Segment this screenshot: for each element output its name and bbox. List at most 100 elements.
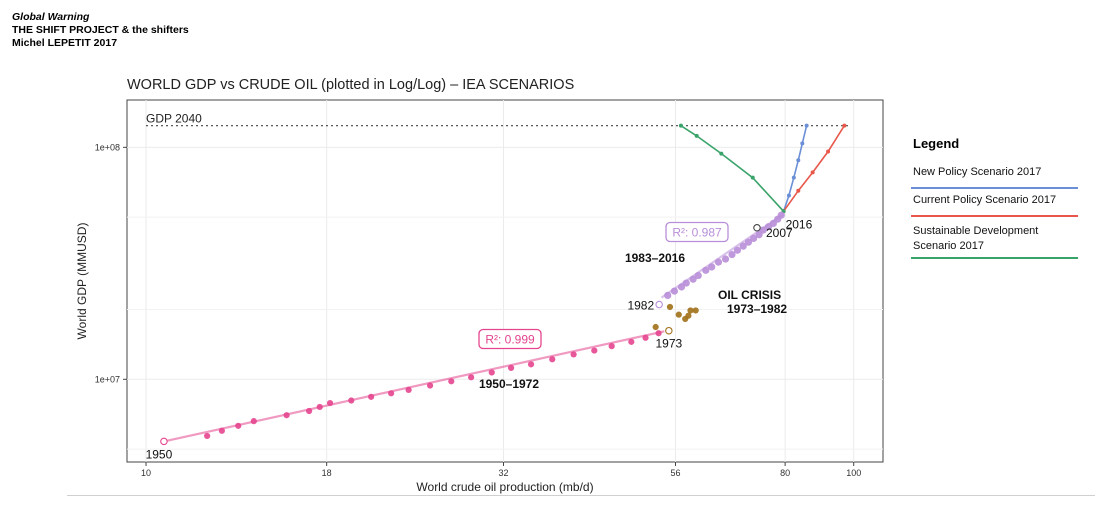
r2-label-1983-box [665,221,729,243]
scenario-point [796,188,801,193]
year-label-2007: 2007 [766,226,793,240]
legend-line-sustainable [911,257,1078,259]
data-point [368,393,375,400]
scenario-point [791,175,796,180]
data-point [675,311,682,318]
scenario-point [810,170,815,175]
data-point [507,364,515,371]
scenario-point [786,193,791,198]
data-point [689,275,697,283]
data-point [739,242,747,250]
fit-line-0 [163,330,665,443]
data-point [721,255,730,263]
scenario-line-0 [782,125,808,212]
legend-item-sustainable: Sustainable Development Scenario 2017 [913,225,1039,252]
r2-label-1983: R²: 0.987 [672,226,722,240]
data-point [655,330,662,337]
data-point [714,258,723,266]
data-point [755,231,763,239]
data-point [733,246,742,254]
organization-name: THE SHIFT PROJECT & the shifters [12,24,189,36]
scenario-point [694,133,699,138]
r2-label-1950: R²: 0.999 [485,333,535,347]
chart-title: WORLD GDP vs CRUDE OIL (plotted in Log/L… [127,77,575,93]
legend-item-current-policy: Current Policy Scenario 2017 [913,194,1057,206]
data-point [388,390,395,397]
data-point [685,312,692,319]
data-point [670,287,679,295]
data-point [628,338,635,345]
footer-divider [67,495,1095,496]
data-point [326,399,334,407]
data-point [728,250,736,259]
data-point [306,407,313,415]
data-point [405,386,412,394]
open-point-1973 [665,326,673,335]
x-tick-label: 80 [780,468,790,478]
data-point [283,412,290,419]
range-label-1983-2016: 1983–2016 [625,251,685,265]
author-line: Michel LEPETIT 2017 [12,37,118,49]
data-point [316,403,323,411]
range-label-1950-1972: 1950–1972 [479,377,539,391]
plot-frame [126,99,884,463]
data-point [468,374,475,381]
data-point [527,361,535,368]
data-point [702,266,710,274]
open-point-1950 [160,437,168,446]
data-point [348,397,355,404]
x-tick-label: 18 [322,468,332,478]
year-label-2016: 2016 [786,217,813,231]
data-point [687,307,694,314]
data-point [759,226,767,234]
data-point [426,382,434,389]
legend-title: Legend [913,136,960,151]
y-tick-label: 1e+08 [95,142,120,152]
gdp-2040-label: GDP 2040 [146,112,202,126]
data-point [677,283,686,291]
data-point [235,422,242,429]
x-tick-label: 56 [670,468,680,478]
year-label-1973: 1973 [655,337,682,351]
r2-label-1950-box [478,328,542,350]
legend-line-new-policy [911,187,1078,189]
data-point [682,279,690,287]
data-point [549,356,556,363]
year-label-1950: 1950 [146,447,173,461]
y-axis-title: World GDP (MMUSD) [75,223,89,340]
open-point-1982 [655,300,663,309]
oil-crisis-label: OIL CRISIS [718,288,781,302]
data-point [642,334,649,341]
data-point [250,418,257,425]
report-title: Global Warning [12,11,90,23]
data-point [664,291,672,299]
data-point [488,369,495,376]
data-point [570,351,577,358]
data-point [694,271,702,280]
year-label-1982: 1982 [627,299,654,313]
data-point [204,432,211,440]
data-point [749,234,758,242]
data-point [608,343,615,350]
x-tick-label: 10 [141,468,151,478]
scenario-point [750,175,755,180]
legend-line-current-policy [911,215,1078,217]
data-point [666,303,674,311]
data-point [652,323,659,331]
x-tick-label: 100 [846,468,861,478]
data-point [218,427,225,434]
data-point [591,347,598,354]
data-point [744,238,753,246]
scenario-point [804,123,809,128]
data-point [777,211,785,219]
scenario-point [800,141,805,146]
open-point-2007 [753,224,761,232]
scenario-point [719,151,724,156]
data-point [708,263,716,271]
x-tick-label: 32 [498,468,508,478]
legend-item-new-policy: New Policy Scenario 2017 [913,166,1042,178]
scenario-point [842,123,847,128]
scenario-point [826,149,831,154]
y-tick-label: 1e+07 [95,374,120,384]
